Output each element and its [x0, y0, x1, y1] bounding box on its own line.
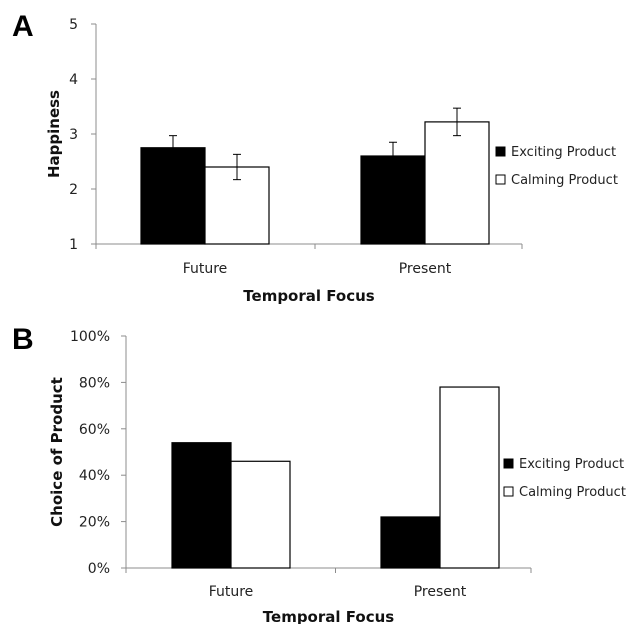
y-tick-label: 80% — [79, 375, 110, 391]
y-tick-label: 40% — [79, 468, 110, 484]
bar-calming-product-present — [439, 386, 500, 569]
error-bar — [453, 107, 461, 137]
y-axis-title: Happiness — [45, 90, 63, 178]
x-axis-title: Temporal Focus — [243, 287, 374, 305]
y-tick-label: 0% — [88, 561, 110, 577]
legend-label: Exciting Product — [519, 457, 624, 472]
error-bar — [389, 141, 397, 171]
legend: Exciting Product Calming Product — [503, 457, 626, 500]
x-category-label: Present — [399, 261, 452, 277]
legend-label: Calming Product — [519, 485, 626, 500]
y-tick-label: 20% — [79, 515, 110, 531]
panel-label: B — [12, 323, 34, 356]
x-axis-title: Temporal Focus — [263, 608, 394, 624]
bar-calming-product-present — [424, 121, 490, 245]
legend-swatch — [495, 146, 506, 157]
legend-swatch — [503, 486, 514, 497]
x-category-label: Future — [183, 261, 228, 277]
legend: Exciting Product Calming Product — [495, 145, 618, 188]
y-tick-label: 1 — [69, 237, 78, 253]
y-tick-label: 60% — [79, 422, 110, 438]
chart-panel-b: B 0% 20% 40% 60% 80% 100% Future Present Temporal… — [12, 323, 626, 624]
error-bar — [169, 135, 177, 161]
x-category-label: Future — [209, 584, 254, 600]
y-tick-label: 4 — [69, 72, 78, 88]
y-tick-label: 100% — [70, 329, 110, 345]
legend-swatch — [503, 458, 514, 469]
y-tick-label: 3 — [69, 127, 78, 143]
chart-panel-a: A 1 2 3 4 5 Future Present Temporal Focus Happine… — [12, 10, 618, 305]
bar-exciting-product-future — [171, 442, 232, 569]
legend-label: Exciting Product — [511, 145, 616, 160]
panel-label: A — [12, 10, 34, 43]
y-tick-label: 5 — [69, 17, 78, 33]
bar-exciting-product-present — [380, 516, 441, 569]
y-axis-title: Choice of Product — [48, 377, 66, 527]
bar-exciting-product-future — [140, 147, 206, 245]
x-category-label: Present — [414, 584, 467, 600]
legend-swatch — [495, 174, 506, 185]
legend-label: Calming Product — [511, 173, 618, 188]
y-tick-label: 2 — [69, 182, 78, 198]
error-bar — [233, 153, 241, 181]
bar-calming-product-future — [230, 460, 291, 569]
